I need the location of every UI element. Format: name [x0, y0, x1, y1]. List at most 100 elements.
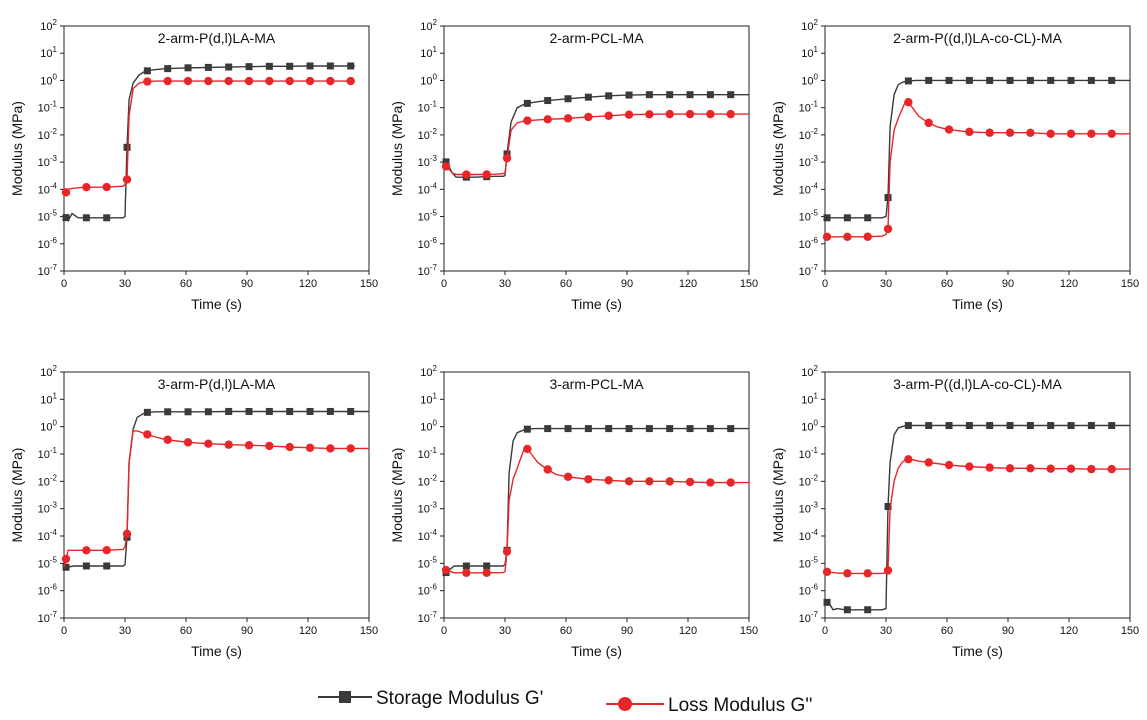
x-tick-label: 60 [560, 625, 572, 637]
loss-modulus-point [1046, 129, 1055, 138]
storage-modulus-point [462, 562, 470, 570]
y-tick-label: 10-7 [38, 263, 58, 278]
storage-modulus-point [225, 407, 233, 415]
x-tick-label: 30 [119, 625, 131, 637]
x-tick-label: 60 [180, 278, 192, 290]
loss-modulus-point [265, 76, 274, 86]
plot-frame [63, 25, 370, 272]
storage-modulus-point [666, 91, 674, 99]
storage-modulus-point [986, 76, 994, 84]
storage-modulus-line [824, 424, 1130, 611]
y-tick-label: 100 [420, 419, 437, 434]
loss-modulus-point [584, 112, 593, 122]
storage-modulus-point [286, 62, 294, 70]
loss-modulus-line [443, 113, 749, 176]
loss-modulus-point [1026, 464, 1035, 473]
chart-panel-2: 0 30 60 90 120 150 Time (s) 10-7 10-6 10-5 10-4 10-… [389, 18, 758, 312]
x-tick-label: 90 [241, 278, 253, 290]
loss-modulus-point [904, 98, 913, 107]
x-tick-label: 120 [1060, 278, 1078, 290]
storage-modulus-point [245, 407, 253, 415]
x-tick-label: 90 [1002, 625, 1014, 637]
x-tick-label: 0 [822, 278, 828, 290]
loss-modulus-point [183, 76, 193, 86]
loss-modulus-point [624, 110, 634, 119]
loss-modulus-point [584, 475, 593, 484]
storage-modulus-point [1026, 76, 1034, 84]
storage-modulus-point [1047, 76, 1055, 84]
y-tick-label: 10-3 [418, 154, 438, 169]
loss-modulus-point [665, 109, 674, 119]
y-tick-label: 102 [801, 364, 818, 379]
storage-modulus-point [605, 425, 613, 433]
loss-modulus-point [143, 77, 152, 86]
loss-modulus-point [706, 109, 715, 119]
loss-modulus-point [204, 76, 213, 86]
y-axis-label: Modulus (MPa) [389, 448, 405, 543]
storage-modulus-point [164, 408, 172, 416]
loss-modulus-point [82, 182, 91, 192]
storage-modulus-point [225, 63, 233, 71]
storage-modulus-point [564, 95, 572, 103]
loss-modulus-point [102, 182, 111, 192]
plot-frame [63, 371, 370, 619]
x-axis-label: Time (s) [571, 296, 622, 312]
y-tick-label: 10-6 [418, 583, 438, 598]
y-tick-label: 101 [420, 391, 437, 406]
legend-storage-marker [339, 691, 351, 703]
storage-modulus-point [326, 407, 334, 415]
panel-title: 3-arm-PCL-MA [549, 376, 644, 392]
loss-modulus-point [265, 441, 274, 451]
loss-modulus-point [244, 441, 254, 450]
y-tick-label: 10-6 [38, 236, 58, 251]
panel-title: 3-arm-P((d,l)LA-co-CL)-MA [893, 376, 1062, 392]
y-tick-label: 10-1 [38, 446, 58, 461]
storage-modulus-point [1006, 422, 1014, 430]
loss-modulus-point [462, 568, 471, 578]
loss-modulus-point [82, 546, 91, 555]
storage-modulus-point [645, 91, 653, 99]
y-tick-label: 10-7 [799, 263, 819, 278]
x-tick-label: 0 [822, 625, 828, 637]
storage-modulus-point [727, 91, 735, 99]
storage-modulus-point [523, 425, 531, 433]
y-tick-label: 100 [40, 419, 57, 434]
loss-modulus-point [965, 462, 974, 471]
x-tick-label: 120 [679, 625, 697, 637]
y-axis-label: Modulus (MPa) [770, 448, 786, 543]
loss-modulus-point [441, 162, 451, 171]
y-tick-label: 10-2 [418, 473, 438, 488]
loss-modulus-point [822, 567, 832, 577]
storage-modulus-point [306, 62, 314, 70]
loss-modulus-point [563, 472, 573, 481]
loss-modulus-point [822, 232, 832, 242]
storage-modulus-point [1108, 76, 1116, 84]
y-tick-label: 10-6 [799, 236, 819, 251]
loss-modulus-point [1107, 464, 1116, 474]
panel-title: 2-arm-P((d,l)LA-co-CL)-MA [893, 30, 1062, 46]
y-tick-label: 10-2 [418, 127, 438, 142]
storage-modulus-point [666, 425, 674, 433]
y-tick-label: 101 [40, 45, 57, 60]
panel-title: 3-arm-P(d,l)LA-MA [158, 376, 276, 392]
storage-modulus-point [706, 425, 714, 433]
storage-modulus-point [442, 158, 450, 166]
y-tick-label: 10-7 [38, 610, 58, 625]
storage-modulus-point [306, 407, 314, 415]
loss-modulus-point [183, 438, 193, 447]
y-tick-label: 100 [801, 419, 818, 434]
x-tick-label: 30 [880, 625, 892, 637]
storage-modulus-point [884, 503, 892, 511]
storage-modulus-line [63, 65, 355, 223]
x-tick-label: 60 [941, 278, 953, 290]
x-tick-label: 0 [441, 625, 447, 637]
loss-modulus-point [726, 478, 735, 487]
loss-modulus-point [482, 568, 491, 577]
x-axis-label: Time (s) [191, 643, 242, 659]
y-tick-label: 10-7 [418, 263, 438, 278]
y-tick-label: 10-2 [799, 473, 819, 488]
loss-modulus-point [326, 76, 335, 86]
storage-modulus-point [884, 194, 892, 202]
loss-modulus-point [502, 153, 512, 163]
loss-modulus-point [1066, 129, 1076, 138]
